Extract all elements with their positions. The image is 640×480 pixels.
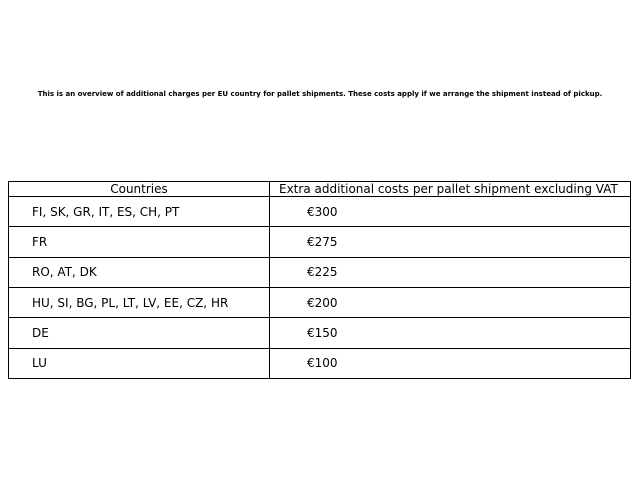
countries-cell: FI, SK, GR, IT, ES, CH, PT bbox=[8, 195, 270, 228]
column-header-cost: Extra additional costs per pallet shipme… bbox=[269, 181, 631, 197]
charges-table: Countries Extra additional costs per pal… bbox=[8, 181, 631, 380]
table-row: LU €100 bbox=[8, 347, 631, 380]
cost-cell: €100 bbox=[269, 347, 631, 380]
intro-text: This is an overview of additional charge… bbox=[37, 90, 603, 98]
cost-cell: €150 bbox=[269, 317, 631, 349]
countries-cell: RO, AT, DK bbox=[8, 256, 270, 288]
cost-cell: €275 bbox=[269, 226, 631, 258]
countries-cell: HU, SI, BG, PL, LT, LV, EE, CZ, HR bbox=[8, 286, 270, 319]
table-row: HU, SI, BG, PL, LT, LV, EE, CZ, HR €200 bbox=[8, 286, 631, 319]
cost-cell: €200 bbox=[269, 286, 631, 319]
cost-cell: €225 bbox=[269, 256, 631, 288]
column-header-countries: Countries bbox=[8, 181, 270, 197]
countries-cell: LU bbox=[8, 347, 270, 380]
table-row: DE €150 bbox=[8, 317, 631, 349]
table-row: RO, AT, DK €225 bbox=[8, 256, 631, 288]
table-row: FI, SK, GR, IT, ES, CH, PT €300 bbox=[8, 195, 631, 228]
countries-cell: FR bbox=[8, 226, 270, 258]
cost-cell: €300 bbox=[269, 195, 631, 228]
countries-cell: DE bbox=[8, 317, 270, 349]
table-row: FR €275 bbox=[8, 226, 631, 258]
table-header-row: Countries Extra additional costs per pal… bbox=[8, 181, 631, 197]
